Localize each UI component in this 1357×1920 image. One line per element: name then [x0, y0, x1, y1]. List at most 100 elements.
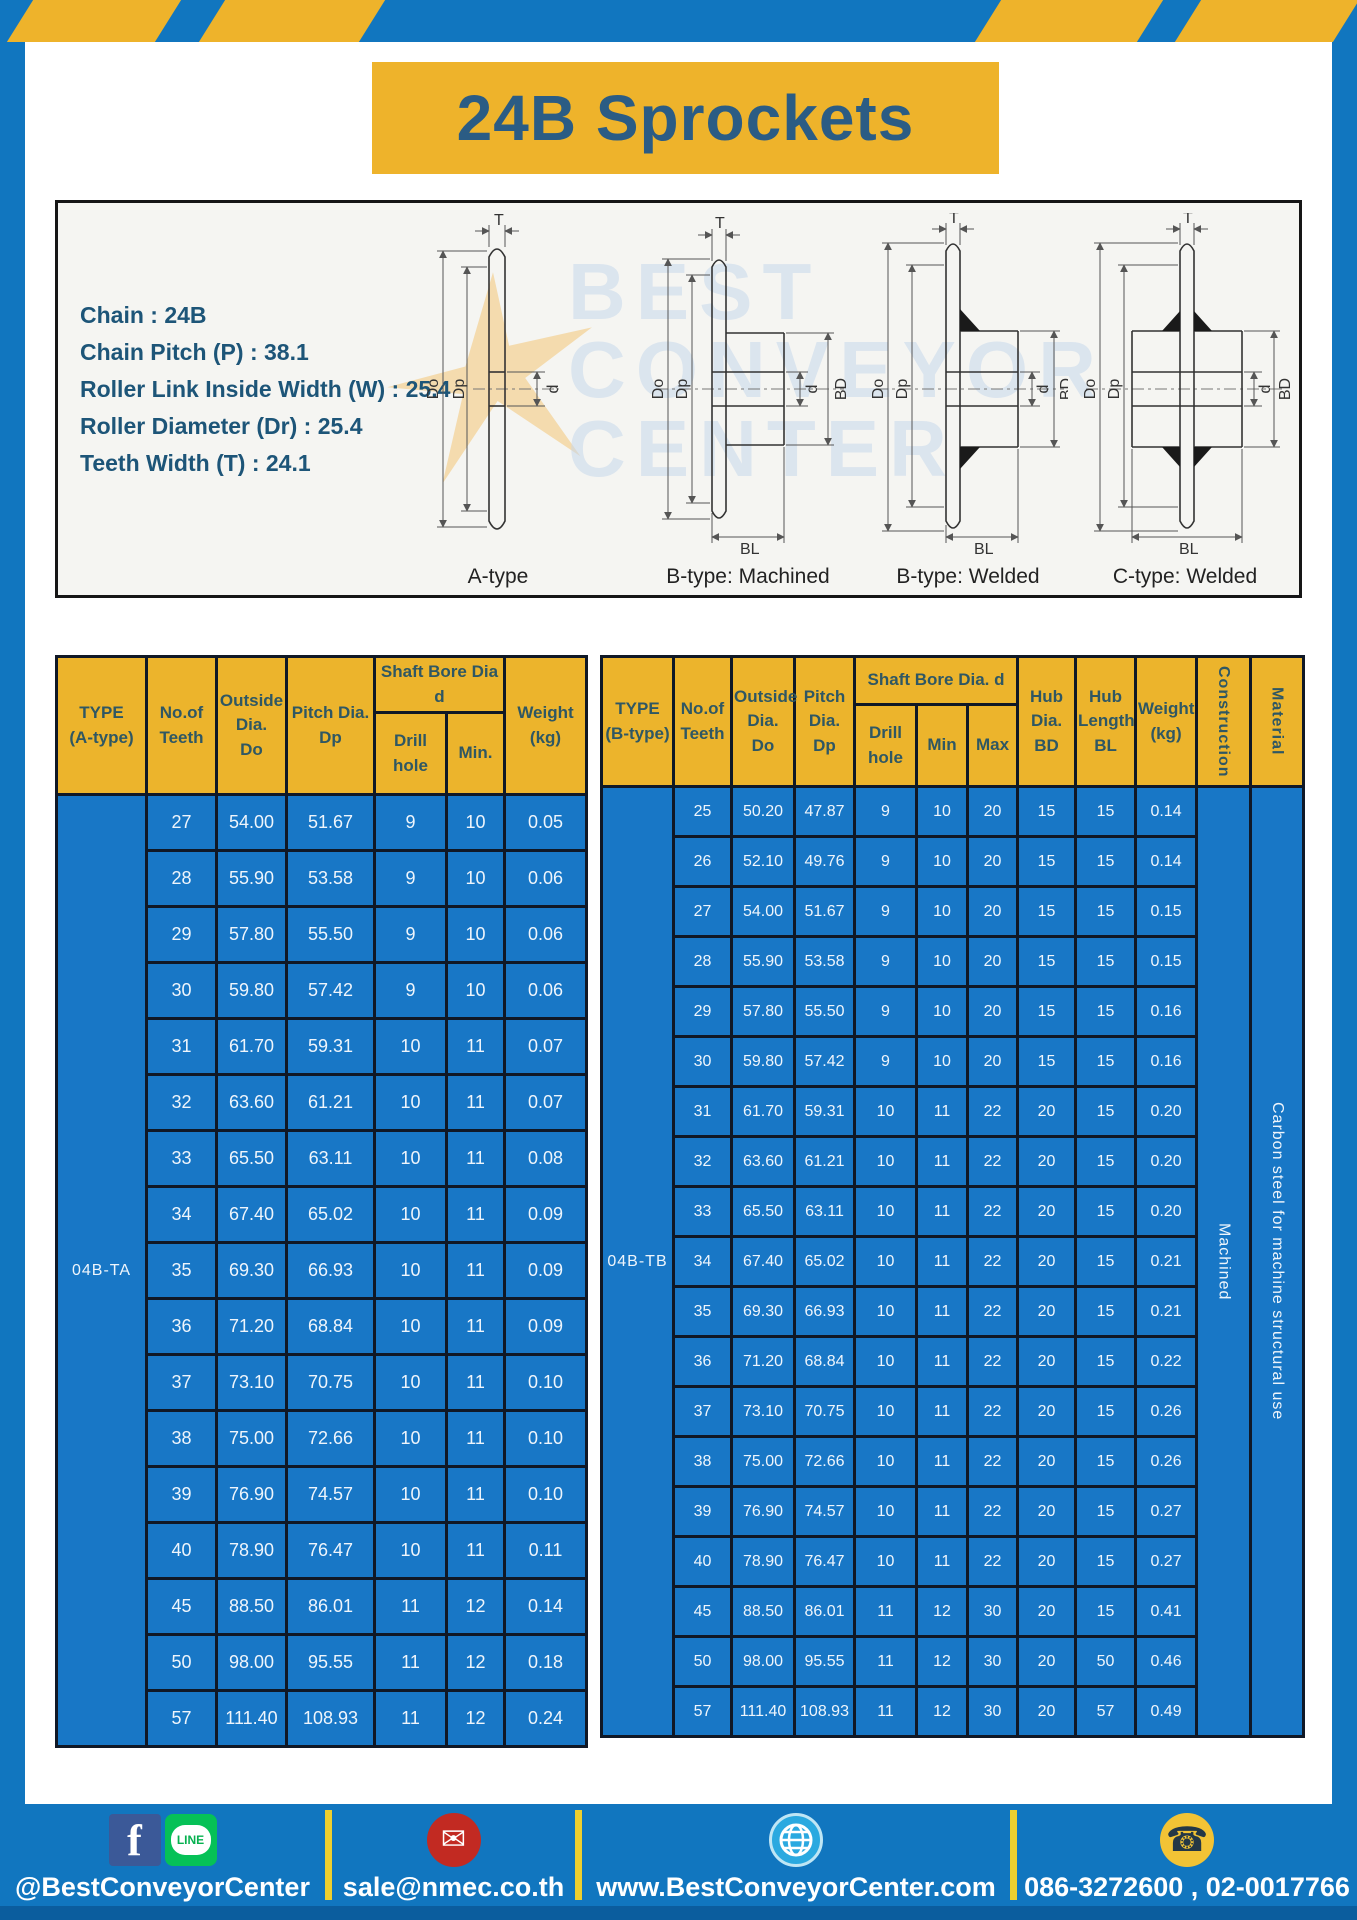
data-cell: 15 — [1074, 1035, 1138, 1088]
data-cell: 10 — [373, 1129, 448, 1189]
data-cell: 15 — [1074, 1185, 1138, 1238]
data-cell: 10 — [373, 1521, 448, 1581]
data-cell: 12 — [915, 1585, 969, 1638]
data-cell: 57.42 — [793, 1035, 856, 1088]
data-cell: 11 — [373, 1689, 448, 1749]
data-cell: 15 — [1016, 935, 1078, 988]
data-cell: 10 — [373, 1465, 448, 1525]
facebook-icon[interactable]: f — [108, 1814, 161, 1866]
data-cell: 57.80 — [730, 985, 796, 1038]
table-row: 45 88.50 86.01 11 12 0.14 — [57, 1577, 588, 1637]
data-cell: 69.30 — [215, 1241, 288, 1301]
line-app-icon[interactable]: LINE — [164, 1814, 217, 1866]
data-cell: 11 — [915, 1535, 969, 1588]
data-cell: 9 — [853, 885, 918, 938]
data-cell: 11 — [445, 1073, 506, 1133]
data-cell: 9 — [373, 961, 448, 1021]
svg-text:T: T — [1183, 213, 1193, 227]
data-cell: 11 — [445, 1017, 506, 1077]
table-row: 57 111.40 108.93 11 12 0.24 — [57, 1689, 588, 1749]
col-header-type: TYPE (B-type) — [600, 655, 675, 788]
data-cell: 67.40 — [730, 1235, 796, 1288]
svg-text:T: T — [715, 215, 725, 232]
data-cell: 70.75 — [285, 1353, 376, 1413]
data-cell: 67.40 — [215, 1185, 288, 1245]
data-cell: 65.50 — [730, 1185, 796, 1238]
data-cell: 10 — [373, 1073, 448, 1133]
phone-numbers-text[interactable]: 086-3272600 , 02-0017766 — [1024, 1872, 1350, 1902]
data-cell: 75.00 — [215, 1409, 288, 1469]
data-cell: 65.02 — [793, 1235, 856, 1288]
col-header-weight: Weight (kg) — [1134, 655, 1199, 788]
col-header-pitch: Pitch Dia. Dp — [285, 654, 376, 797]
data-cell: 9 — [373, 849, 448, 909]
phone-icon[interactable]: ☎ — [1160, 1813, 1214, 1867]
data-cell: 11 — [915, 1335, 969, 1388]
data-cell: 10 — [853, 1135, 918, 1188]
data-cell: 65.02 — [285, 1185, 376, 1245]
col-header-hub-dia: Hub Dia. BD — [1016, 655, 1078, 788]
table-row: 33 65.50 63.11 10 11 0.08 — [57, 1129, 588, 1189]
footer-email-section: ✉ sale@nmec.co.th — [332, 1804, 575, 1906]
data-cell: 0.16 — [1134, 1035, 1199, 1088]
data-cell: 22 — [965, 1135, 1020, 1188]
data-cell: 9 — [853, 1035, 918, 1088]
website-text[interactable]: www.BestConveyorCenter.com — [596, 1872, 996, 1902]
data-cell: 10 — [915, 835, 969, 888]
data-cell: 45 — [145, 1577, 218, 1637]
svg-text:Do: Do — [1082, 379, 1099, 400]
data-cell: 0.49 — [1134, 1685, 1199, 1738]
data-cell: 54.00 — [730, 885, 796, 938]
data-cell: 47.87 — [793, 785, 856, 838]
data-cell: 20 — [965, 835, 1020, 888]
data-cell: 10 — [373, 1017, 448, 1077]
data-cell: 15 — [1074, 835, 1138, 888]
data-cell: 63.11 — [285, 1129, 376, 1189]
table-a-type: TYPE (A-type) No.of Teeth Outside Dia. D… — [55, 654, 588, 1749]
data-cell: 49.76 — [793, 835, 856, 888]
data-cell: 63.60 — [215, 1073, 288, 1133]
data-cell: 32 — [145, 1073, 218, 1133]
data-cell: 72.66 — [793, 1435, 856, 1488]
email-text[interactable]: sale@nmec.co.th — [342, 1872, 565, 1902]
spec-chain: Chain : 24B — [80, 302, 207, 328]
social-handle-text[interactable]: @BestConveyorCenter — [15, 1872, 310, 1902]
data-cell: 66.93 — [285, 1241, 376, 1301]
data-cell: 11 — [915, 1485, 969, 1538]
data-cell: 25 — [672, 785, 733, 838]
data-cell: 10 — [445, 793, 506, 853]
data-cell: 10 — [373, 1297, 448, 1357]
data-cell: 57.42 — [285, 961, 376, 1021]
globe-icon[interactable] — [769, 1813, 823, 1867]
data-cell: 11 — [915, 1135, 969, 1188]
drawing-a-type: T Do Dp d A-type — [393, 212, 603, 589]
data-cell: 59.31 — [793, 1085, 856, 1138]
corner-stripe — [971, 0, 1167, 42]
data-cell: 10 — [853, 1385, 918, 1438]
data-cell: 22 — [965, 1485, 1020, 1538]
data-cell: 57.80 — [215, 905, 288, 965]
svg-text:BD: BD — [833, 378, 848, 400]
type-cell: 04B-TA — [55, 793, 148, 1749]
data-cell: 9 — [373, 905, 448, 965]
drawing-label: B-type: Machined — [666, 565, 830, 588]
col-header-drill-hole: Drill hole — [373, 711, 448, 797]
data-cell: 88.50 — [730, 1585, 796, 1638]
data-cell: 57 — [145, 1689, 218, 1749]
data-cell: 0.06 — [503, 961, 588, 1021]
data-cell: 10 — [445, 905, 506, 965]
table-row: 30 59.80 57.42 9 10 20 15 15 0.16 — [602, 1035, 1304, 1088]
data-cell: 15 — [1074, 935, 1138, 988]
email-icon[interactable]: ✉ — [426, 1813, 481, 1867]
data-cell: 10 — [915, 935, 969, 988]
data-cell: 10 — [853, 1435, 918, 1488]
data-cell: 73.10 — [730, 1385, 796, 1438]
footer-contact-bar: f LINE @BestConveyorCenter ✉ sale@nmec.c… — [0, 1804, 1357, 1906]
chain-specs: Chain : 24B Chain Pitch (P) : 38.1 Rolle… — [80, 297, 450, 482]
table-row: 34 67.40 65.02 10 11 0.09 — [57, 1185, 588, 1245]
data-cell: 31 — [145, 1017, 218, 1077]
col-header-outside: Outside Dia. Do — [730, 655, 797, 788]
data-cell: 29 — [672, 985, 733, 1038]
data-cell: 61.70 — [215, 1017, 288, 1077]
data-cell: 9 — [373, 793, 448, 853]
